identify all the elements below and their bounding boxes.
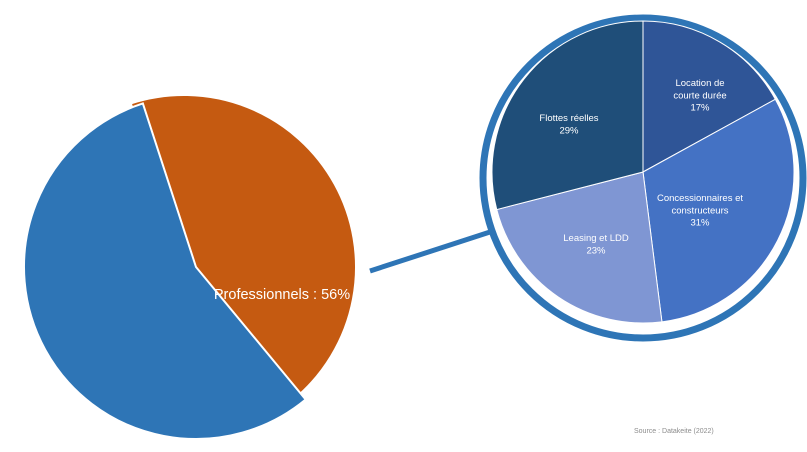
sub-slice-label: Leasing et LDD 23% (563, 233, 629, 256)
source-note: Source : Datakeite (2022) (634, 428, 714, 435)
sub-slice-label-line: Leasing et LDD (563, 233, 629, 244)
main-slice-group (129, 94, 357, 401)
main-slice-group (23, 102, 308, 440)
sub-pie: Location de courte durée 17% Concessionnair… (491, 20, 795, 324)
sub-slice-label-line: 23% (586, 246, 606, 257)
sub-slice (496, 171, 663, 324)
sub-slice-label-line: 29% (559, 126, 579, 137)
sub-slice (491, 20, 644, 211)
sub-slice-label: Flottes réelles 29% (539, 113, 598, 136)
sub-slice-label-line: 17% (690, 103, 710, 114)
sub-slice-label-line: courte durée (673, 90, 726, 101)
sub-slice-label-line: 31% (690, 218, 710, 229)
sub-slice (642, 98, 795, 323)
sub-slice-label: Location de courte durée 17% (673, 78, 726, 114)
sub-slice-label-line: constructeurs (671, 205, 728, 216)
sub-slice-label: Concessionnaires et constructeurs 31% (657, 193, 743, 229)
sub-slice-label-line: Concessionnaires et (657, 193, 743, 204)
main-slice (129, 94, 357, 401)
main-slice-label-line: Professionnels : 56% (214, 287, 350, 303)
main-pie: Particuliers : 44%Professionnels : 56% (23, 94, 357, 440)
sub-slice-label-line: Flottes réelles (539, 113, 598, 124)
sub-slice (642, 20, 777, 173)
connector-line (369, 229, 491, 274)
sub-slice-label-line: Location de (675, 78, 724, 89)
main-slice-label: Professionnels : 56% (214, 287, 350, 303)
main-slice (23, 102, 308, 440)
